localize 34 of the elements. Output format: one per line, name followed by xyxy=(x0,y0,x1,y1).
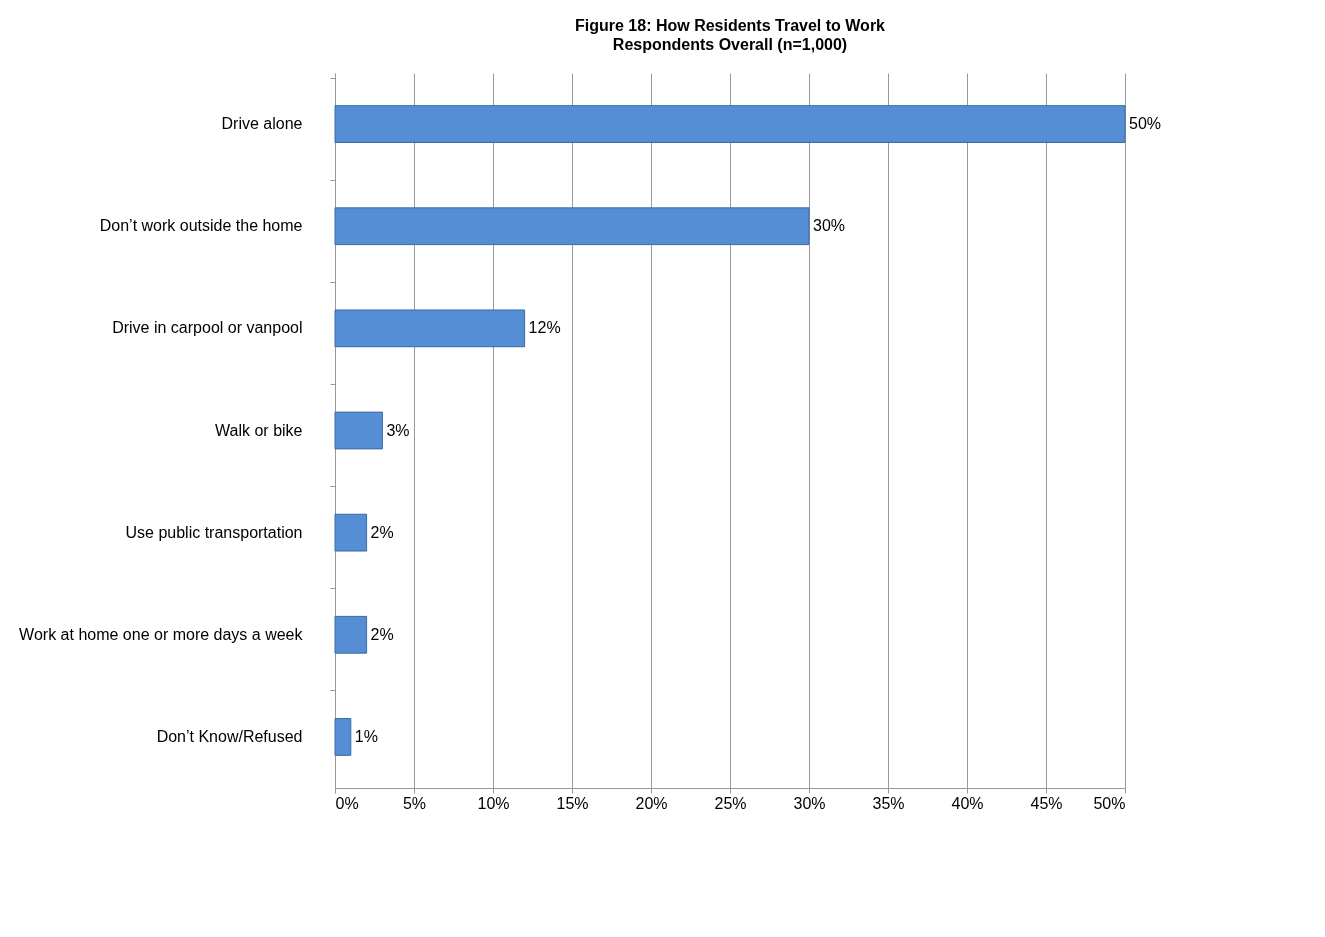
bar xyxy=(334,513,368,552)
bar xyxy=(334,411,383,450)
y-tick-label: Work at home one or more days a week xyxy=(19,625,304,643)
y-tick-label: Drive in carpool or vanpool xyxy=(112,319,303,337)
data-label: 50% xyxy=(1129,115,1162,133)
x-tick-label: 0% xyxy=(335,794,359,812)
x-tick-label: 15% xyxy=(556,794,589,812)
y-tick-label: Drive alone xyxy=(221,115,303,133)
y-tick-label: Use public transportation xyxy=(125,523,303,541)
bar xyxy=(334,309,526,348)
bar xyxy=(334,615,368,654)
x-tick-label: 45% xyxy=(1030,794,1063,812)
chart-title: Figure 18: How Residents Travel to Work xyxy=(575,17,886,34)
bar xyxy=(334,718,352,756)
data-label: 12% xyxy=(528,319,561,337)
data-label: 3% xyxy=(386,421,410,439)
data-label: 2% xyxy=(370,523,394,541)
y-tick-label: Don’t work outside the home xyxy=(99,217,303,235)
x-tick-label: 40% xyxy=(951,794,984,812)
x-tick-label: 50% xyxy=(1093,794,1126,812)
x-tick-label: 30% xyxy=(793,794,826,812)
chart-subtitle: Respondents Overall (n=1,000) xyxy=(612,36,848,53)
x-tick-label: 20% xyxy=(635,794,668,812)
data-label: 1% xyxy=(354,727,378,745)
x-tick-label: 25% xyxy=(714,794,747,812)
data-label: 30% xyxy=(813,217,846,235)
data-label: 2% xyxy=(370,625,394,643)
x-tick-label: 5% xyxy=(402,794,427,812)
y-tick-label: Walk or bike xyxy=(215,421,303,439)
bar xyxy=(334,207,810,246)
y-tick-label: Don’t Know/Refused xyxy=(156,727,303,745)
bar xyxy=(334,105,1126,143)
x-tick-label: 35% xyxy=(872,794,905,812)
x-tick-label: 10% xyxy=(477,794,510,812)
